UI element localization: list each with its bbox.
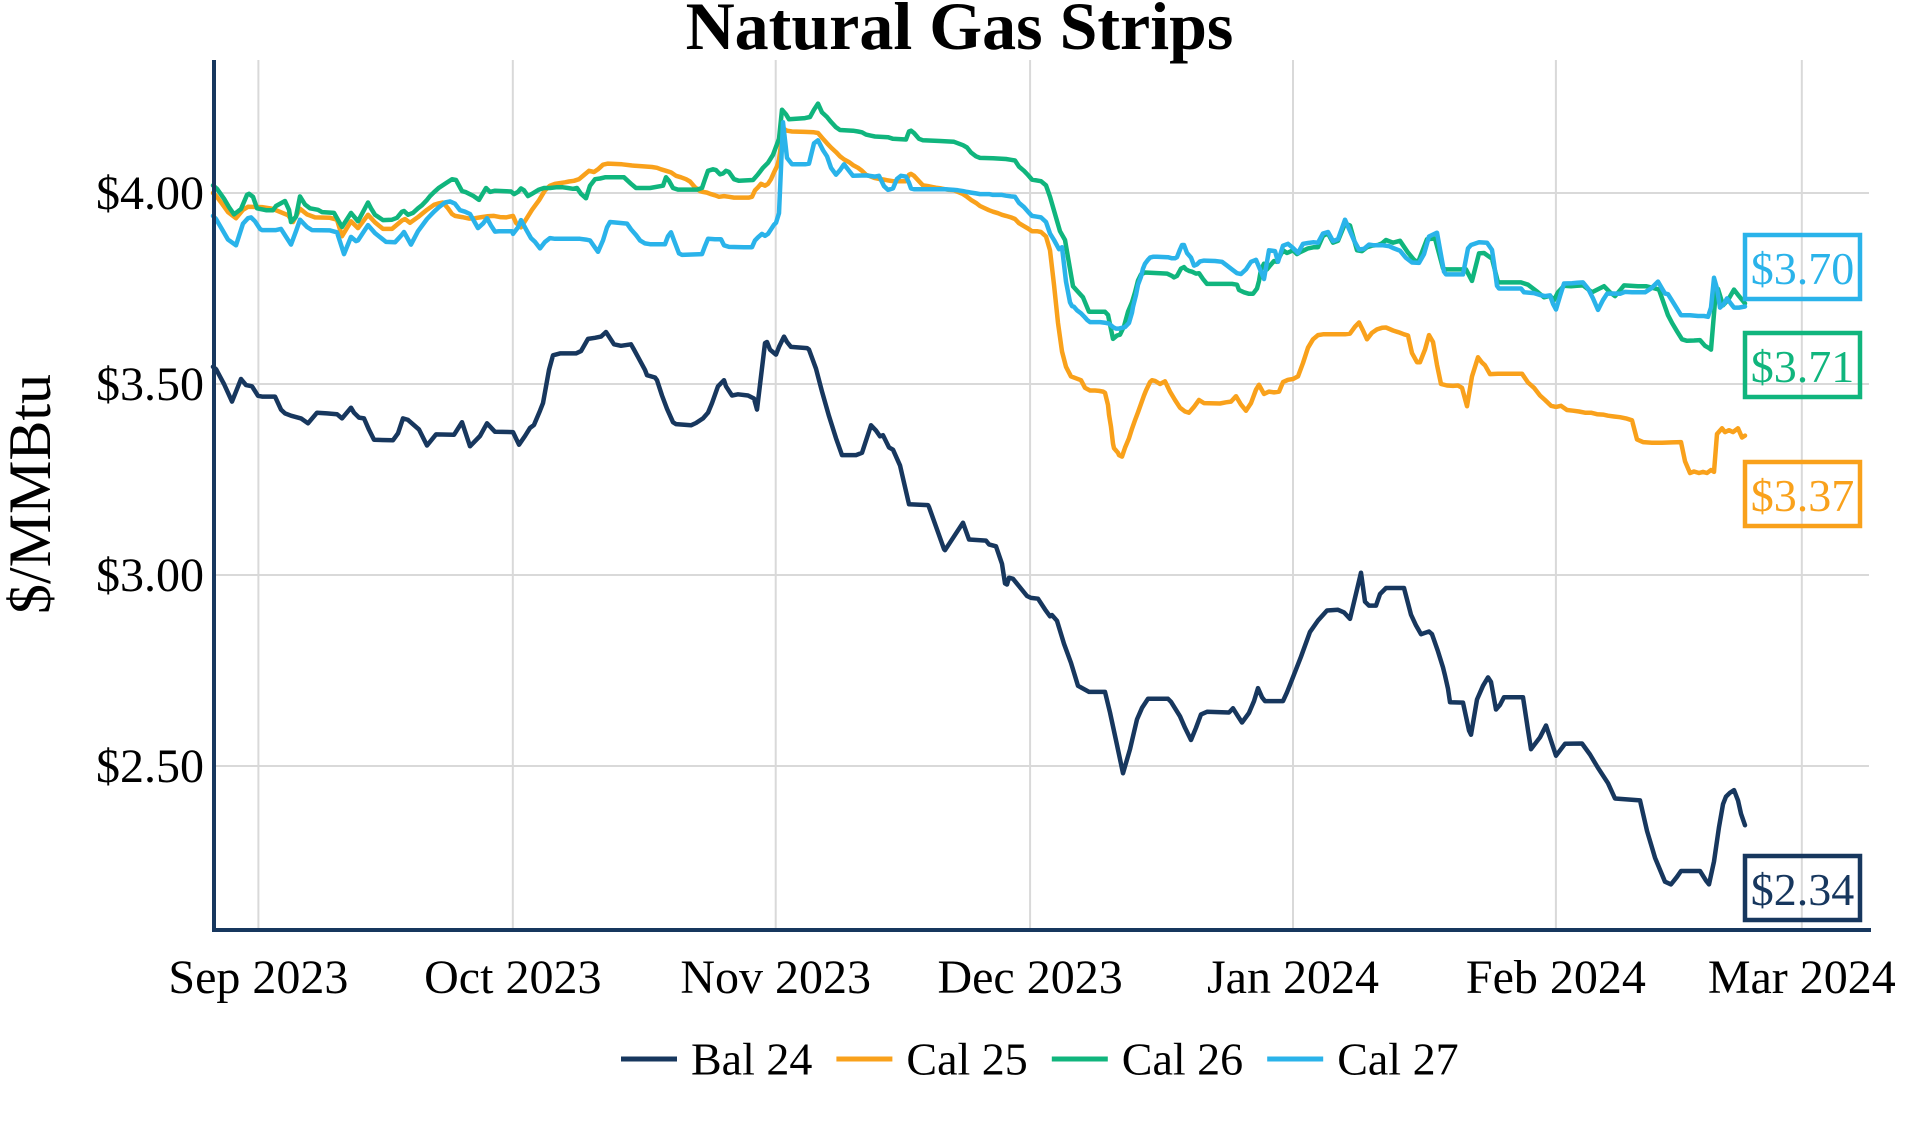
svg-text:Feb 2024: Feb 2024 (1466, 951, 1646, 1004)
svg-text:$2.34: $2.34 (1751, 864, 1855, 915)
svg-text:Sep 2023: Sep 2023 (168, 951, 348, 1004)
svg-text:Cal 26: Cal 26 (1122, 1034, 1243, 1085)
svg-text:Bal 24: Bal 24 (691, 1034, 812, 1085)
svg-text:Nov 2023: Nov 2023 (680, 951, 871, 1004)
svg-text:$3.37: $3.37 (1751, 470, 1855, 521)
svg-text:Dec 2023: Dec 2023 (937, 951, 1122, 1004)
svg-text:$2.50: $2.50 (96, 740, 204, 793)
svg-text:Cal 27: Cal 27 (1337, 1034, 1458, 1085)
svg-text:Jan 2024: Jan 2024 (1207, 951, 1379, 1004)
svg-text:$3.71: $3.71 (1751, 341, 1855, 392)
svg-text:$4.00: $4.00 (96, 167, 204, 220)
svg-text:Oct 2023: Oct 2023 (424, 951, 601, 1004)
svg-text:Cal 25: Cal 25 (906, 1034, 1027, 1085)
svg-text:$3.50: $3.50 (96, 358, 204, 411)
svg-text:$/MMBtu: $/MMBtu (0, 374, 63, 614)
svg-text:Mar 2024: Mar 2024 (1708, 951, 1896, 1004)
svg-text:$3.00: $3.00 (96, 549, 204, 602)
svg-text:$3.70: $3.70 (1751, 243, 1855, 294)
svg-text:Natural Gas Strips: Natural Gas Strips (686, 0, 1234, 64)
